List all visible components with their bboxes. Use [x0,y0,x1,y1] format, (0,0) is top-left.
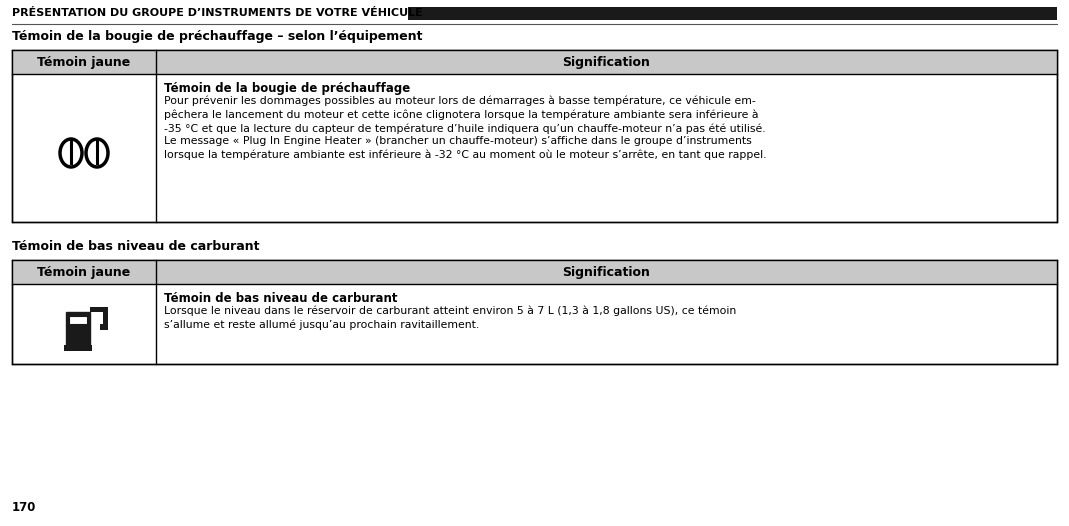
Text: lorsque la température ambiante est inférieure à -32 °C au moment où le moteur s: lorsque la température ambiante est infé… [164,150,766,160]
Text: 170: 170 [12,501,36,514]
Bar [12,50,1057,74]
Bar [90,307,108,312]
Text: PRÉSENTATION DU GROUPE D’INSTRUMENTS DE VOTRE VÉHICULE: PRÉSENTATION DU GROUPE D’INSTRUMENTS DE … [12,8,422,18]
Bar [64,345,92,351]
Text: Le message « Plug In Engine Heater » (brancher un chauffe-moteur) s’affiche dans: Le message « Plug In Engine Heater » (br… [164,137,752,147]
Bar [103,307,108,324]
Text: pêchera le lancement du moteur et cette icône clignotera lorsque la température : pêchera le lancement du moteur et cette … [164,109,759,120]
Bar [100,324,108,330]
Bar [408,7,1057,20]
Text: Témoin de la bougie de préchauffage: Témoin de la bougie de préchauffage [164,82,410,95]
Bar [69,316,87,324]
Bar [66,312,90,346]
Text: Signification: Signification [562,56,650,69]
Text: Signification: Signification [562,266,650,279]
Text: Témoin jaune: Témoin jaune [37,266,130,279]
Text: -35 °C et que la lecture du capteur de température d’huile indiquera qu’un chauf: -35 °C et que la lecture du capteur de t… [164,123,765,134]
Bar [12,50,1057,222]
Text: Témoin de bas niveau de carburant: Témoin de bas niveau de carburant [164,292,398,305]
Text: Lorsque le niveau dans le réservoir de carburant atteint environ 5 à 7 L (1,3 à : Lorsque le niveau dans le réservoir de c… [164,306,737,317]
Text: Témoin de bas niveau de carburant: Témoin de bas niveau de carburant [12,240,260,253]
Text: Pour prévenir les dommages possibles au moteur lors de démarrages à basse tempér: Pour prévenir les dommages possibles au … [164,96,756,106]
Text: Témoin jaune: Témoin jaune [37,56,130,69]
Text: Témoin de la bougie de préchauffage – selon l’équipement: Témoin de la bougie de préchauffage – se… [12,30,422,43]
Text: s’allume et reste allumé jusqu’au prochain ravitaillement.: s’allume et reste allumé jusqu’au procha… [164,319,479,330]
Bar [12,260,1057,284]
Bar [12,260,1057,364]
